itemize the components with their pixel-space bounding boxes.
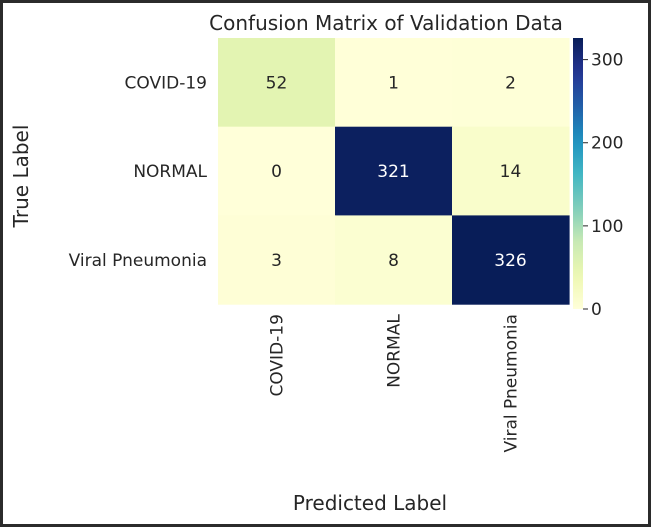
heatmap-cell	[335, 38, 453, 128]
figure: Confusion Matrix of Validation Data 52 1 2…	[3, 3, 648, 524]
colorbar-tick-label: 200	[591, 134, 623, 154]
x-axis-label: Predicted Label	[293, 491, 447, 515]
heatmap-cell	[335, 126, 453, 216]
cell-annotation: 1	[388, 73, 399, 93]
colorbar	[573, 38, 583, 309]
cell-annotation: 52	[266, 73, 288, 93]
x-tick-labels: COVID-19 NORMAL Viral Pneumonia	[268, 314, 522, 453]
y-tick-label: Viral Pneumonia	[69, 251, 207, 271]
heatmap-cells	[218, 38, 570, 305]
colorbar-ticks: 0 100 200 300	[583, 51, 623, 320]
cell-annotations: 52 1 2 0 321 14 3 8 326	[266, 73, 527, 270]
cell-annotation: 3	[271, 251, 282, 271]
heatmap-cell	[452, 126, 570, 216]
heatmap-cell	[218, 215, 336, 305]
colorbar-tick-label: 100	[591, 217, 623, 237]
cell-annotation: 14	[500, 162, 522, 182]
y-tick-label: COVID-19	[125, 73, 207, 93]
y-tick-labels: COVID-19 NORMAL Viral Pneumonia	[69, 73, 208, 270]
cell-annotation: 2	[505, 73, 516, 93]
cell-annotation: 326	[494, 251, 526, 271]
heatmap-cell	[218, 126, 336, 216]
colorbar-tick-label: 300	[591, 51, 623, 71]
colorbar-tick-label: 0	[591, 300, 602, 320]
x-tick-label: COVID-19	[268, 314, 288, 396]
confusion-matrix-heatmap: Confusion Matrix of Validation Data 52 1 2…	[9, 11, 623, 515]
chart-title: Confusion Matrix of Validation Data	[209, 11, 563, 35]
x-tick-label: Viral Pneumonia	[502, 314, 522, 452]
heatmap-cell	[452, 38, 570, 128]
cell-annotation: 321	[377, 162, 409, 182]
x-tick-label: NORMAL	[385, 314, 405, 388]
heatmap-cell	[335, 215, 453, 305]
y-tick-label: NORMAL	[133, 162, 207, 182]
cell-annotation: 8	[388, 251, 399, 271]
heatmap-cell	[452, 215, 570, 305]
heatmap-cell	[218, 38, 336, 128]
y-axis-label: True Label	[9, 125, 33, 229]
cell-annotation: 0	[271, 162, 282, 182]
